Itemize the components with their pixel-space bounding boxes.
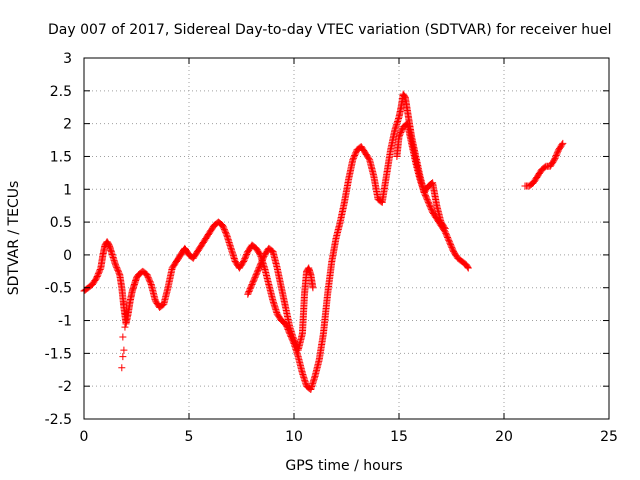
chart-title: Day 007 of 2017, Sidereal Day-to-day VTE… <box>48 22 611 38</box>
plot-frame <box>83 57 610 420</box>
x-tick-label: 15 <box>390 429 408 445</box>
y-tick-label: -1.5 <box>45 346 72 362</box>
y-tick-label: -1 <box>58 314 72 330</box>
y-tick-label: -0.5 <box>45 281 72 297</box>
y-tick-label: -2 <box>58 379 72 395</box>
data-point-marker <box>147 279 155 287</box>
y-tick-label: 1.5 <box>50 149 72 165</box>
x-axis-label: GPS time / hours <box>285 458 402 474</box>
x-tick-label: 20 <box>495 429 513 445</box>
data-point-marker <box>119 333 127 341</box>
axis-ticks: 0 5 10 15 20 25 -2.5 -2 -1.5 -1 -0.5 0 0.5 1 1.5 2 2.5 3 <box>45 51 618 445</box>
x-tick-label: 0 <box>80 429 89 445</box>
y-tick-label: 3 <box>63 51 72 67</box>
x-tick-label: 25 <box>600 429 618 445</box>
y-tick-label: 1 <box>63 182 72 198</box>
data-point-marker <box>440 223 448 231</box>
data-point-marker <box>122 310 130 318</box>
x-tick-label: 10 <box>285 429 303 445</box>
data-point-marker <box>120 346 128 354</box>
data-point-marker <box>96 265 104 273</box>
grid-lines <box>84 58 609 419</box>
data-point-marker <box>121 323 129 331</box>
y-tick-label: -2.5 <box>45 412 72 428</box>
y-tick-label: 0 <box>63 248 72 264</box>
data-point-marker <box>558 141 566 149</box>
data-points <box>80 90 567 393</box>
data-point-marker <box>115 269 123 277</box>
data-point-marker <box>120 300 128 308</box>
data-point-marker <box>222 230 230 238</box>
data-point-marker <box>118 364 126 372</box>
y-axis-label: SDTVAR / TECUs <box>6 181 22 296</box>
x-tick-label: 5 <box>185 429 194 445</box>
data-point-marker <box>309 284 317 292</box>
data-point-marker <box>119 353 127 361</box>
y-tick-label: 2 <box>63 117 72 133</box>
data-point-marker <box>559 139 567 147</box>
data-point-marker <box>464 263 472 271</box>
y-tick-label: 0.5 <box>50 215 72 231</box>
data-point-marker <box>441 225 449 233</box>
y-tick-label: 2.5 <box>50 84 72 100</box>
data-point-marker <box>464 264 472 272</box>
